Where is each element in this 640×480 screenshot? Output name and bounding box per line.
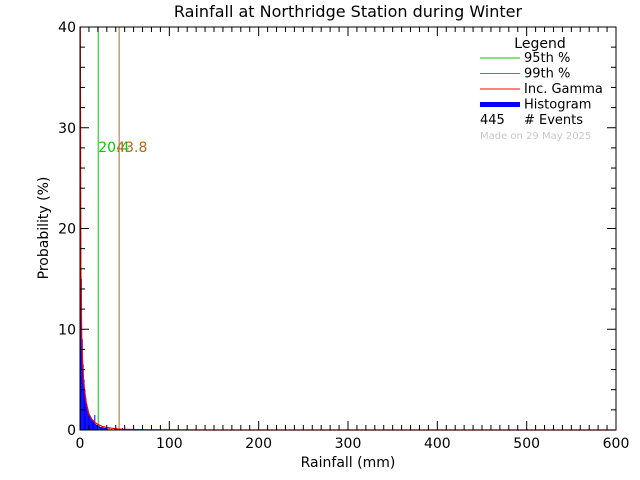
legend-entry-label: 95th % (524, 51, 570, 66)
x-tick-label: 200 (245, 436, 272, 452)
legend-entry-label: 99th % (524, 67, 570, 82)
histogram-bar (99, 426, 101, 430)
events-count: 445 (480, 113, 505, 128)
histogram-bar (85, 397, 87, 430)
histogram-bar (92, 420, 94, 430)
x-axis-label: Rainfall (mm) (301, 455, 396, 471)
histogram-bar (80, 278, 82, 430)
x-tick-label: 500 (513, 436, 540, 452)
histogram-bar (104, 427, 106, 430)
x-tick-label: 400 (424, 436, 451, 452)
histogram-bar (95, 423, 97, 430)
x-tick-label: 0 (76, 436, 85, 452)
percentile-label-99: 43.8 (116, 140, 147, 156)
y-tick-label: 40 (58, 20, 76, 36)
legend-title: Legend (514, 36, 565, 52)
y-tick-label: 0 (67, 423, 76, 439)
chart-title: Rainfall at Northridge Station during Wi… (174, 2, 523, 21)
x-tick-label: 100 (156, 436, 183, 452)
histogram-bar (86, 403, 88, 430)
histogram-bar (111, 428, 113, 430)
x-tick-labels: 0 100 200 300 400 500 600 (76, 436, 630, 452)
histogram-bar (88, 414, 90, 430)
histogram-layer (80, 67, 528, 431)
y-axis-label: Probability (%) (36, 177, 52, 280)
histogram-bar (101, 426, 103, 430)
histogram-bar (91, 419, 93, 430)
y-tick-label: 30 (58, 121, 76, 137)
legend-entry-label: Histogram (524, 98, 591, 113)
histogram-bar (98, 425, 100, 430)
y-tick-label: 10 (58, 322, 76, 338)
histogram-bar (90, 418, 92, 430)
histogram-bar (87, 408, 89, 430)
histogram-bar (100, 426, 102, 430)
x-tick-label: 600 (603, 436, 630, 452)
made-on-note: Made on 29 May 2025 (480, 131, 591, 142)
histogram-bar (89, 416, 91, 430)
histogram-bar (102, 427, 104, 430)
x-tick-label: 300 (335, 436, 362, 452)
histogram-bar (88, 411, 90, 430)
y-tick-labels: 0 10 20 30 40 (58, 20, 76, 439)
percentile-lines (97, 27, 120, 430)
histogram-bar (96, 424, 98, 430)
histogram-bar (81, 339, 83, 430)
histogram-bar (103, 427, 105, 430)
events-label: # Events (524, 113, 583, 128)
y-tick-label: 20 (58, 222, 76, 238)
histogram-bar (113, 428, 115, 430)
axis-ticks (79, 26, 617, 431)
histogram-bar (108, 428, 110, 430)
percentile-labels: 20.443.8 (98, 140, 147, 156)
percentile-label-95: 20.4 (98, 140, 129, 156)
histogram-bar (83, 379, 85, 430)
histogram-bar (82, 364, 84, 430)
histogram-bar (105, 427, 107, 430)
legend-entry-label: Inc. Gamma (524, 82, 603, 97)
histogram-bar (93, 421, 95, 430)
